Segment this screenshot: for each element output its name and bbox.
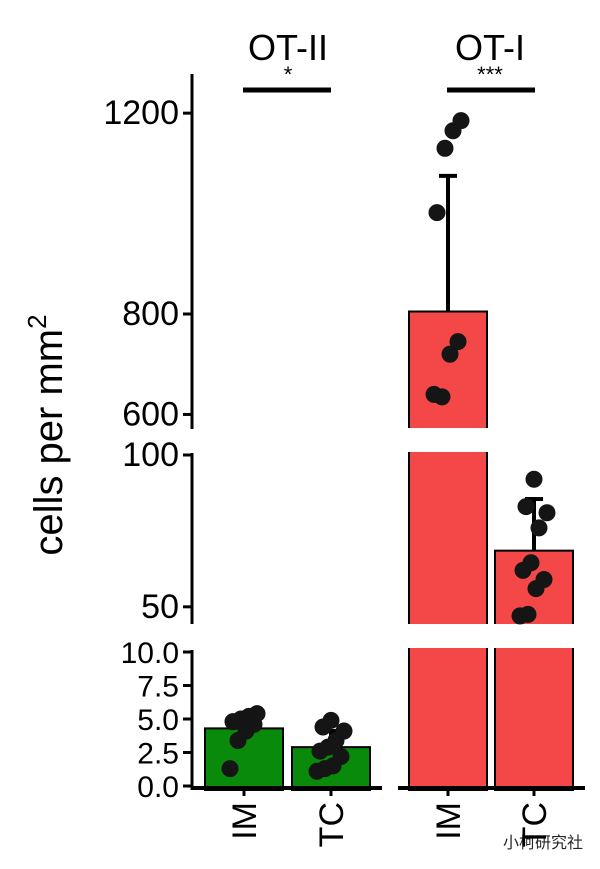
x-tick-label: TC [516, 802, 554, 847]
data-point [436, 139, 454, 157]
data-point [221, 760, 239, 778]
data-point [449, 333, 467, 351]
y-tick-label: 0.0 [137, 771, 179, 804]
y-tick-label: 1200 [103, 94, 179, 132]
group-title-ot-ii: OT-II [248, 27, 328, 68]
data-point [525, 470, 543, 488]
y-tick-label: 50 [141, 588, 179, 626]
data-point [322, 711, 340, 729]
data-point [538, 504, 556, 522]
y-tick-label: 7.5 [137, 671, 179, 704]
axis-break-gap-2 [185, 624, 600, 648]
bar-ot-i-im [408, 310, 488, 791]
y-tick-label: 10.0 [121, 637, 179, 670]
y-axis-title-text: cells per mm [27, 329, 71, 556]
significance-label-ot-i: *** [477, 62, 503, 87]
x-tick-label: IM [226, 802, 264, 840]
y-tick-label: 5.0 [137, 704, 179, 737]
data-point [428, 204, 446, 222]
y-axis-title: cells per mm2 [22, 314, 71, 555]
y-axis-title-superscript: 2 [22, 314, 52, 328]
data-point [248, 705, 266, 723]
x-tick-label: IM [430, 802, 468, 840]
bar-ot-i-tc [494, 549, 574, 791]
data-point [441, 345, 459, 363]
data-point [519, 605, 537, 623]
axis-break-gap-1 [185, 428, 600, 452]
data-point [452, 112, 470, 130]
data-point [522, 554, 540, 572]
x-tick-label: TC [313, 802, 351, 847]
y-tick-label: 100 [122, 436, 179, 474]
y-tick-label: 600 [122, 395, 179, 433]
points-layer [221, 112, 556, 780]
watermark-text: 小柯研究社 [503, 834, 583, 852]
data-point [433, 388, 451, 406]
data-point [335, 722, 353, 740]
group-title-ot-i: OT-I [455, 27, 525, 68]
data-point [517, 498, 535, 516]
data-point [535, 570, 553, 588]
data-point [530, 519, 548, 537]
significance-label-ot-ii: * [284, 62, 293, 87]
y-tick-label: 2.5 [137, 738, 179, 771]
y-tick-label: 800 [122, 295, 179, 333]
data-point [332, 748, 350, 766]
